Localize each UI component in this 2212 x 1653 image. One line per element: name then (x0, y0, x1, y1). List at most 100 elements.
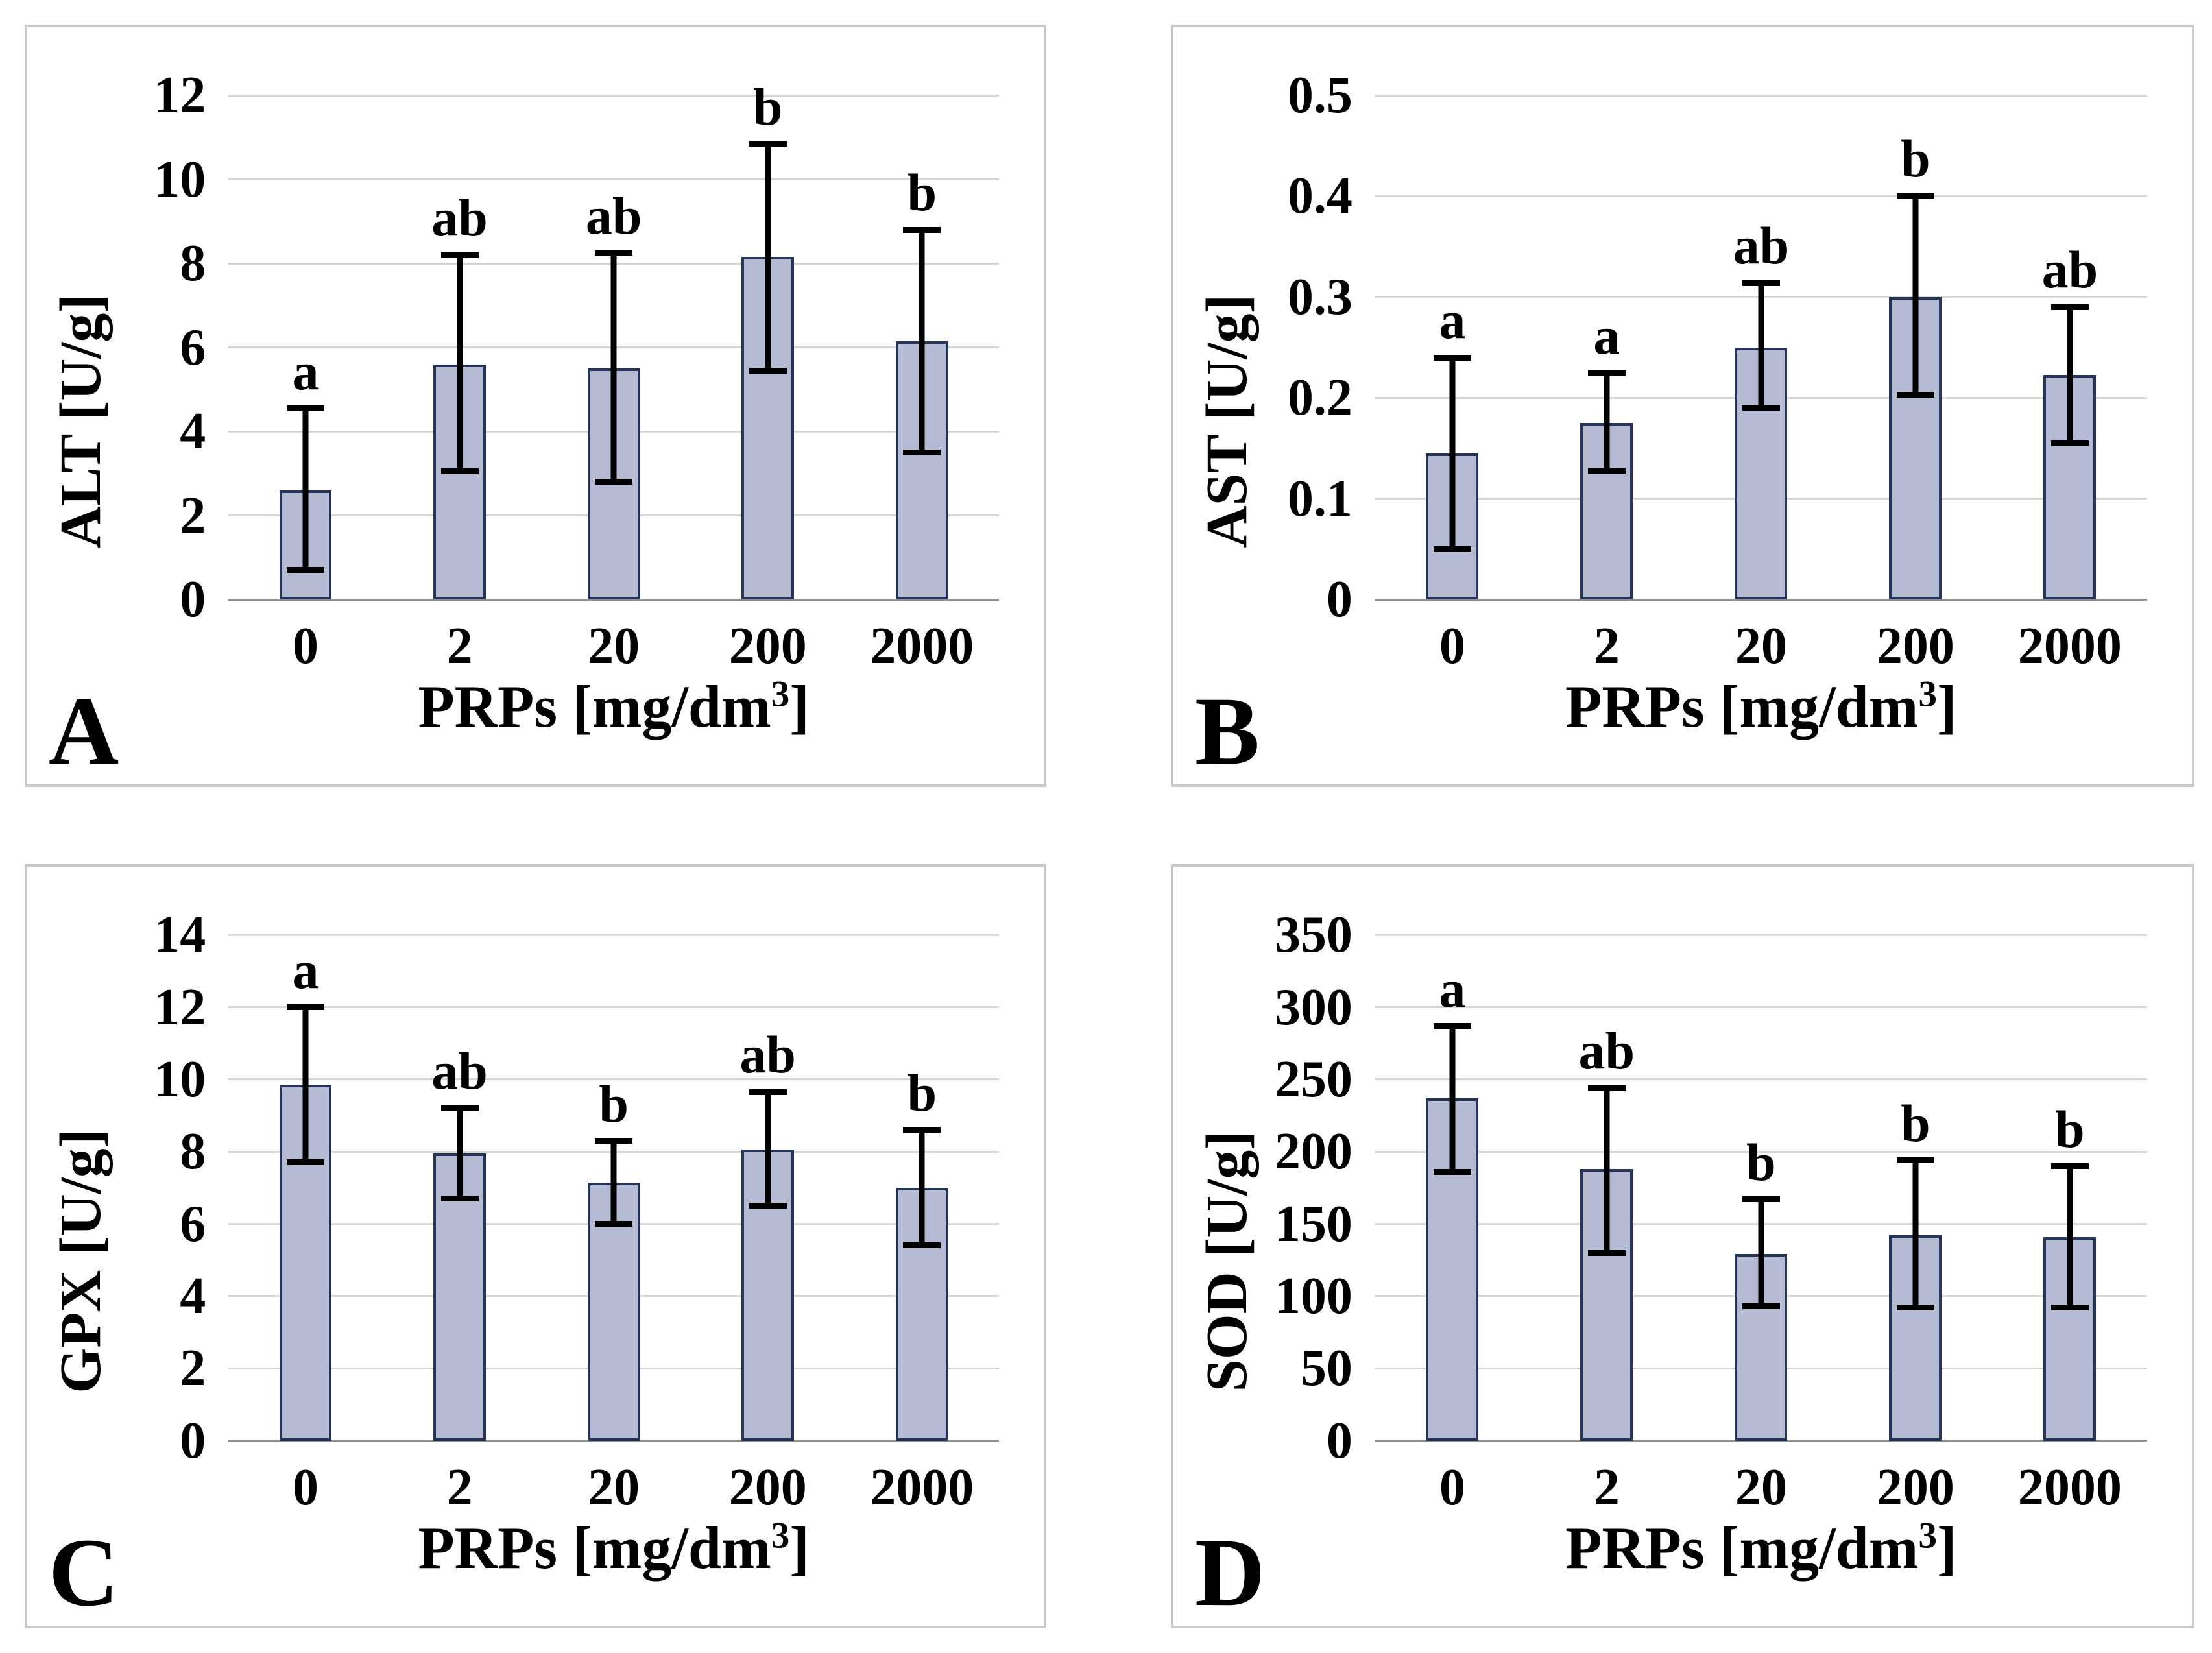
error-bar-cap (1742, 1196, 1780, 1203)
error-bar-cap (595, 479, 633, 485)
y-tick-label: 2 (180, 487, 206, 544)
y-tick-label: 0.1 (1287, 470, 1352, 527)
superscript: 3 (1918, 673, 1937, 715)
error-bar-cap (749, 1203, 787, 1209)
significance-letter: b (907, 163, 937, 223)
error-bar-cap (2050, 1305, 2089, 1311)
chart-panel-b: AST [U/g] 0 0.1 0.2 0.3 0.4 0.5 a 0 a 2 ab 20 b 200 ab… (1171, 25, 2194, 787)
error-bar-cap (595, 1138, 633, 1144)
significance-letter: a (1439, 959, 1466, 1019)
gridline (1375, 1150, 2147, 1153)
y-tick-label: 10 (154, 1050, 206, 1108)
y-tick-label: 0 (1326, 571, 1352, 629)
y-tick-label: 12 (154, 978, 206, 1036)
error-bar (1912, 196, 1919, 395)
panel-label: B (1194, 677, 1260, 785)
significance-letter: ab (2041, 240, 2098, 300)
error-bar-cap (440, 468, 479, 475)
superscript: 3 (771, 673, 790, 715)
error-bar (765, 1092, 771, 1206)
x-tick-label: 2 (1593, 618, 1620, 675)
error-bar (1758, 1199, 1764, 1307)
plot-area: 0 2 4 6 8 10 12 a 0 ab 2 ab 20 b 200 b 2000 (154, 69, 1000, 672)
error-bar-cap (1742, 280, 1780, 286)
y-tick-label: 6 (180, 1195, 206, 1253)
gridline (228, 934, 1000, 936)
error-bar-cap (2050, 304, 2089, 310)
error-bar (2067, 1166, 2073, 1308)
panel-label: C (48, 1518, 119, 1626)
y-tick-label: 12 (154, 67, 206, 125)
gridline (1375, 94, 2147, 97)
x-tick-label: 0 (1439, 618, 1465, 675)
y-tick-label: 50 (1300, 1340, 1352, 1397)
chart-panel-a: ALT [U/g] 0 2 4 6 8 10 12 a 0 ab 2 ab 20 b 200 b 2000 PR… (25, 25, 1046, 787)
y-tick-label: 300 (1274, 978, 1352, 1036)
error-bar-cap (440, 1196, 479, 1202)
x-tick-label: 200 (1876, 1458, 1954, 1516)
y-tick-label: 4 (180, 403, 206, 461)
error-bar-cap (1433, 1023, 1471, 1030)
y-tick-label: 6 (180, 319, 206, 376)
gridline (228, 1078, 1000, 1081)
chart-panel-d: SOD [U/g] 0 50 100 150 200 250 300 350 a 0 ab 2 b 20 b… (1171, 864, 2194, 1628)
plot-area: 0 2 4 6 8 10 12 14 a 0 ab 2 b 20 ab 200 b 2000 (154, 909, 1000, 1514)
x-axis-title: PRPs [mg/dm3] (1565, 673, 1957, 740)
y-tick-label: 0.2 (1287, 369, 1352, 427)
y-tick-label: 0 (180, 571, 206, 629)
error-bar (1758, 283, 1764, 408)
significance-letter: ab (431, 1041, 488, 1101)
x-tick-label: 200 (728, 618, 807, 675)
y-tick-label: 350 (1274, 906, 1352, 964)
error-bar (302, 1007, 309, 1163)
significance-letter: b (2055, 1099, 2085, 1159)
error-bar-cap (1587, 370, 1626, 376)
x-tick-label: 20 (1735, 618, 1787, 675)
error-bar-cap (1587, 1249, 1626, 1256)
error-bar (302, 408, 309, 570)
significance-letter: ab (1578, 1021, 1635, 1081)
x-axis-line (1375, 598, 2147, 601)
y-tick-label: 4 (180, 1267, 206, 1325)
gridline (1375, 1078, 2147, 1081)
gridline (228, 178, 1000, 181)
error-bar (457, 255, 463, 472)
significance-letter: b (1746, 1132, 1776, 1192)
x-axis-line (228, 1440, 1000, 1442)
error-bar (1449, 357, 1456, 549)
y-tick-label: 100 (1274, 1267, 1352, 1325)
y-tick-label: 250 (1274, 1050, 1352, 1108)
x-axis-title: PRPs [mg/dm3] (418, 1514, 810, 1581)
x-tick-label: 2 (446, 618, 473, 675)
gridline (1375, 195, 2147, 197)
error-bar (765, 143, 771, 371)
x-axis-line (1375, 1440, 2147, 1442)
significance-letter: ab (739, 1025, 797, 1085)
significance-letter: b (752, 77, 783, 136)
significance-letter: a (292, 940, 319, 1000)
error-bar (1604, 1088, 1610, 1253)
significance-letter: b (1901, 129, 1930, 189)
y-tick-label: 8 (180, 235, 206, 293)
error-bar (1604, 372, 1610, 471)
error-bar-cap (1433, 354, 1471, 361)
panel-label: D (1194, 1518, 1266, 1626)
x-tick-label: 20 (588, 618, 640, 675)
error-bar-cap (440, 1105, 479, 1111)
significance-letter: b (599, 1074, 629, 1133)
error-bar (457, 1108, 463, 1199)
error-bar-cap (1896, 392, 1934, 398)
error-bar (919, 1129, 925, 1246)
x-axis-line (228, 598, 1000, 601)
gridline (228, 94, 1000, 97)
error-bar (2067, 307, 2073, 444)
x-tick-label: 2 (1593, 1458, 1620, 1516)
y-tick-label: 0.3 (1287, 268, 1352, 326)
significance-letter: b (1901, 1093, 1930, 1153)
plot-area: 0 0.1 0.2 0.3 0.4 0.5 a 0 a 2 ab 20 b 200 ab 2000 (1288, 69, 2147, 672)
superscript: 3 (1918, 1515, 1937, 1556)
error-bar (1912, 1160, 1919, 1308)
error-bar-cap (595, 250, 633, 256)
x-tick-label: 2000 (2017, 1458, 2122, 1516)
x-axis-title: PRPs [mg/dm3] (1565, 1514, 1957, 1581)
